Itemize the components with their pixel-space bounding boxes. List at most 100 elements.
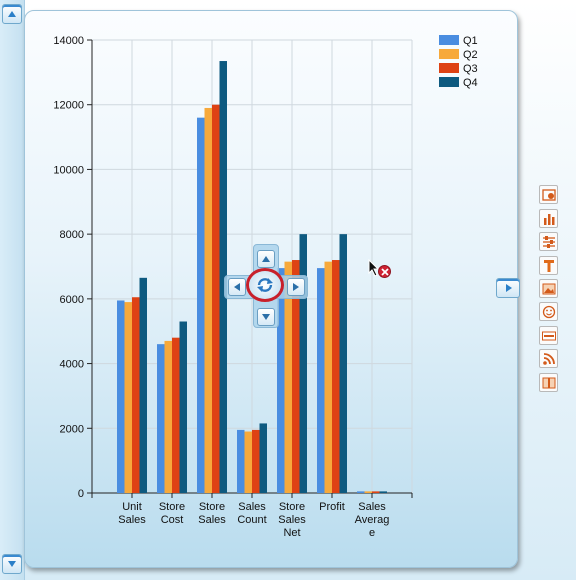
bar[interactable]: [172, 337, 180, 493]
image-tool[interactable]: [539, 279, 558, 298]
chart-panel: 0 2000 4000 6000 8000 10000 12000 14000 Unit Sale…: [24, 10, 518, 568]
bar[interactable]: [219, 61, 228, 494]
y-tick-label: 6000: [60, 294, 84, 306]
y-tick-label: 14000: [53, 35, 84, 47]
bar[interactable]: [179, 321, 188, 493]
book-tool[interactable]: [539, 373, 558, 392]
bar[interactable]: [277, 268, 285, 493]
bar[interactable]: [332, 260, 340, 493]
bar[interactable]: [139, 277, 148, 493]
bar[interactable]: [197, 117, 205, 494]
x-category-label: Cost: [161, 514, 184, 526]
x-category-label: Count: [237, 514, 266, 526]
legend-label: Q4: [463, 77, 478, 89]
chevron-right-icon: [506, 284, 512, 292]
x-category-label: Net: [283, 527, 300, 539]
bar[interactable]: [357, 491, 365, 493]
rss-icon: [543, 353, 555, 365]
bar[interactable]: [252, 429, 260, 493]
pan-right-button[interactable]: [287, 278, 305, 296]
legend-label: Q2: [463, 49, 478, 61]
text-icon: [544, 260, 554, 272]
filter-tool[interactable]: [539, 232, 558, 251]
bar[interactable]: [317, 268, 325, 493]
chart-properties-icon: [542, 189, 556, 201]
reset-view-icon: [257, 278, 273, 292]
emoticon-icon: [542, 305, 556, 319]
emoticon-tool[interactable]: [539, 302, 558, 321]
x-category-label: Profit: [319, 501, 345, 513]
left-rail: [0, 0, 25, 580]
bar[interactable]: [324, 261, 333, 493]
x-category-label: Sales: [238, 501, 266, 513]
x-category-label: Store: [199, 501, 225, 513]
bar[interactable]: [164, 340, 173, 493]
bar[interactable]: [379, 491, 388, 493]
x-category-label: e: [369, 527, 375, 539]
html-tool[interactable]: [539, 326, 558, 345]
text-tool[interactable]: [539, 256, 558, 275]
bar-chart[interactable]: 02000400060008000100001200014000UnitSale…: [25, 11, 517, 567]
legend-swatch: [439, 77, 459, 87]
bar[interactable]: [237, 429, 245, 493]
rss-tool[interactable]: [539, 349, 558, 368]
filter-sliders-icon: [543, 236, 555, 248]
y-tick-label: 0: [78, 488, 84, 500]
legend-swatch: [439, 35, 459, 45]
bar[interactable]: [292, 260, 300, 493]
pan-up-button[interactable]: [257, 250, 275, 268]
legend-swatch: [439, 49, 459, 59]
bar[interactable]: [132, 297, 140, 493]
close-icon: [381, 268, 389, 276]
bar[interactable]: [244, 431, 253, 493]
image-icon: [542, 283, 556, 295]
y-tick-label: 2000: [60, 423, 84, 435]
bar[interactable]: [117, 300, 125, 493]
reset-view-button[interactable]: [246, 268, 284, 302]
pan-down-button[interactable]: [257, 308, 275, 326]
x-category-label: Unit: [122, 501, 142, 513]
x-category-label: Sales: [118, 514, 146, 526]
bar-chart-icon: [544, 214, 555, 225]
x-category-label: Sales: [198, 514, 226, 526]
legend-label: Q3: [463, 63, 478, 75]
legend-swatch: [439, 63, 459, 73]
y-tick-label: 10000: [53, 164, 84, 176]
bar[interactable]: [364, 491, 373, 493]
bar[interactable]: [204, 107, 213, 493]
x-category-label: Sales: [358, 501, 386, 513]
y-tick-label: 4000: [60, 359, 84, 371]
pan-left-icon: [234, 283, 240, 291]
bar[interactable]: [284, 261, 293, 493]
x-category-label: Store: [159, 501, 185, 513]
bar[interactable]: [299, 234, 308, 493]
pan-zoom-control[interactable]: [224, 244, 308, 328]
bar[interactable]: [212, 104, 220, 493]
pan-left-button[interactable]: [228, 278, 246, 296]
collapse-down-button[interactable]: [2, 554, 22, 574]
chart-properties-tool[interactable]: [539, 185, 558, 204]
bar[interactable]: [259, 423, 268, 493]
bar[interactable]: [124, 302, 133, 493]
chevron-down-icon: [8, 561, 16, 567]
mouse-pointer-icon: [368, 259, 380, 277]
bar[interactable]: [157, 344, 165, 493]
collapse-up-button[interactable]: [2, 4, 22, 24]
pan-down-icon: [262, 314, 270, 320]
expand-right-button[interactable]: [496, 278, 520, 298]
bar[interactable]: [372, 491, 380, 493]
x-category-label: Averag: [355, 514, 390, 526]
legend-label: Q1: [463, 35, 478, 47]
bar-chart-tool[interactable]: [539, 209, 558, 228]
book-icon: [542, 377, 556, 389]
html-icon: [542, 331, 556, 341]
y-tick-label: 8000: [60, 229, 84, 241]
x-category-label: Sales: [278, 514, 306, 526]
delete-element-button[interactable]: [378, 265, 391, 278]
pan-up-icon: [262, 256, 270, 262]
y-tick-label: 12000: [53, 100, 84, 112]
chevron-up-icon: [8, 11, 16, 17]
pan-right-icon: [293, 283, 299, 291]
bar[interactable]: [339, 234, 348, 493]
x-category-label: Store: [279, 501, 305, 513]
